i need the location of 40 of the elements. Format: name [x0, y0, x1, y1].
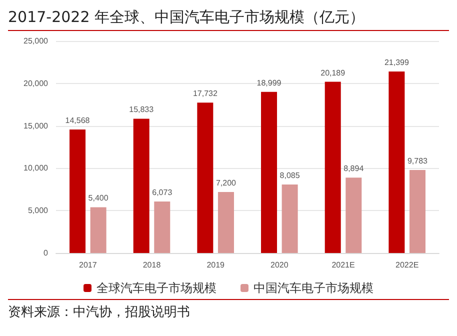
y-tick-label: 0: [44, 248, 49, 258]
bar: [154, 202, 170, 253]
x-tick-label: 2020: [270, 260, 289, 270]
bar: [282, 184, 298, 253]
y-tick-label: 5,000: [28, 206, 49, 216]
data-label: 18,999: [256, 78, 282, 88]
y-tick-label: 25,000: [24, 36, 49, 46]
y-tick-label: 10,000: [24, 164, 49, 173]
x-tick-label: 2022E: [396, 260, 419, 270]
text: 资料来源：中汽协，招股说明书: [8, 299, 449, 321]
data-label: 17,732: [192, 89, 218, 98]
x-tick-label: 2019: [206, 260, 226, 270]
bar: [218, 192, 234, 253]
x-tick-label: 2021E: [332, 260, 355, 270]
bar: [70, 129, 86, 253]
data-label: 6,073: [152, 188, 173, 197]
data-label: 8,894: [344, 164, 364, 174]
legend-label: 全球汽车电子市场规模: [96, 281, 216, 295]
bar: [197, 102, 214, 253]
data-label: 21,399: [384, 58, 410, 68]
y-tick-label: 15,000: [24, 121, 49, 130]
y-tick-label: 20,000: [24, 78, 49, 88]
x-tick-label: 2018: [142, 260, 162, 270]
bar: [324, 82, 341, 253]
bar: [261, 92, 278, 253]
legend-label: 中国汽车电子市场规模: [254, 281, 374, 295]
bar: [90, 207, 106, 253]
bar: [133, 118, 150, 253]
bar: [346, 178, 362, 253]
data-label: 7,200: [216, 178, 237, 188]
data-label: 5,400: [88, 194, 109, 203]
x-tick-label: 2017: [79, 260, 98, 270]
bar: [388, 72, 405, 253]
data-label: 9,783: [407, 156, 428, 166]
bar: [409, 170, 426, 253]
data-label: 14,568: [65, 116, 90, 125]
data-label: 20,189: [320, 68, 346, 78]
chart-title: 2017-2022 年全球、中国汽车电子市场规模（亿元）: [8, 8, 449, 31]
data-label: 15,833: [129, 105, 154, 114]
data-label: 8,085: [280, 170, 300, 180]
